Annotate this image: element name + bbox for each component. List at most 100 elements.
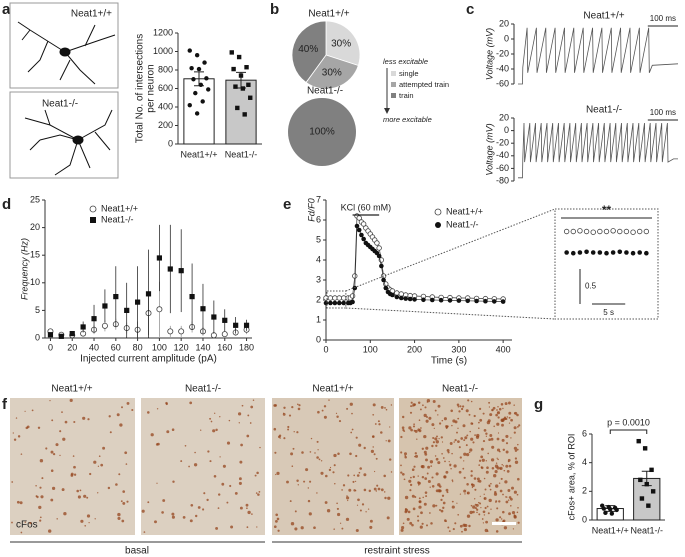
marker xyxy=(332,300,338,306)
marker xyxy=(421,297,426,303)
stain-dot xyxy=(514,460,519,464)
panel-label: c xyxy=(466,1,474,18)
stain-dot xyxy=(124,451,128,455)
stain-dot xyxy=(316,492,318,494)
stain-dot xyxy=(301,451,304,454)
stain-dot xyxy=(358,471,361,474)
stain-dot xyxy=(413,423,415,426)
stain-dot xyxy=(107,486,111,490)
stain-dot xyxy=(462,424,466,428)
pie-title: Neat1+/+ xyxy=(308,9,349,20)
stain-dot xyxy=(441,494,445,497)
stain-dot xyxy=(259,446,261,449)
histology-images xyxy=(10,398,522,535)
stain-dot xyxy=(61,411,63,413)
y-tick-label: 0 xyxy=(35,332,40,342)
panel-label: f xyxy=(2,396,8,413)
stain-dot xyxy=(388,458,392,461)
pie-slice xyxy=(288,98,356,166)
marker xyxy=(361,236,366,242)
stain-dot xyxy=(423,434,427,439)
stain-dot xyxy=(347,474,350,477)
stain-dot xyxy=(476,477,480,481)
y-tick-label: 10 xyxy=(30,277,40,287)
marker xyxy=(167,266,173,272)
stain-dot xyxy=(460,407,464,411)
stain-dot xyxy=(414,452,417,455)
stain-dot xyxy=(469,448,473,452)
stain-dot xyxy=(209,417,212,420)
stain-dot xyxy=(425,446,429,450)
stain-dot xyxy=(420,511,423,515)
stain-label: cFos xyxy=(16,520,38,531)
stain-dot xyxy=(194,514,198,518)
stain-dot xyxy=(493,425,496,428)
stain-dot xyxy=(305,468,309,472)
y-axis-label: Voltage (mV) xyxy=(484,28,494,80)
image-label: Neat1+/+ xyxy=(312,384,353,395)
stain-dot xyxy=(468,451,471,454)
stain-dot xyxy=(37,426,41,430)
stain-dot xyxy=(51,419,54,422)
stain-dot xyxy=(439,509,441,511)
stain-dot xyxy=(423,450,427,454)
stain-dot xyxy=(401,472,405,476)
y-tick-label: 3 xyxy=(316,274,321,284)
y-tick-label: 15 xyxy=(30,250,40,260)
stain-dot xyxy=(82,416,86,420)
stain-dot xyxy=(421,522,424,525)
stain-dot xyxy=(496,422,500,426)
stain-dot xyxy=(171,512,175,516)
stain-dot xyxy=(472,510,475,514)
stain-dot xyxy=(445,470,449,474)
stain-dot xyxy=(447,451,450,454)
stain-dot xyxy=(461,530,463,533)
stain-dot xyxy=(363,473,367,477)
marker xyxy=(356,227,362,233)
stain-dot xyxy=(421,447,424,450)
stain-dot xyxy=(317,410,320,414)
stain-dot xyxy=(303,480,306,483)
stain-dot xyxy=(93,460,97,464)
stain-dot xyxy=(155,443,159,446)
stain-dot xyxy=(429,460,434,464)
y-tick-label: 600 xyxy=(158,83,173,93)
stain-dot xyxy=(451,452,453,455)
stain-dot xyxy=(274,451,277,454)
stain-dot xyxy=(377,420,380,423)
stain-dot xyxy=(39,459,44,463)
legend-label: train xyxy=(399,91,414,100)
stain-dot xyxy=(438,422,442,425)
stain-dot xyxy=(440,498,443,502)
stain-dot xyxy=(417,475,419,477)
stain-dot xyxy=(468,524,471,528)
stain-dot xyxy=(147,501,150,504)
stain-dot xyxy=(466,434,469,437)
stain-dot xyxy=(473,477,477,480)
stain-dot xyxy=(408,479,412,483)
stain-dot xyxy=(482,510,486,514)
stain-dot xyxy=(470,400,473,403)
stain-dot xyxy=(456,403,460,407)
stain-dot xyxy=(49,399,51,402)
stain-dot xyxy=(336,512,341,517)
stain-dot xyxy=(498,500,501,503)
stain-dot xyxy=(426,472,429,475)
significance: ** xyxy=(602,203,612,217)
stain-dot xyxy=(363,446,366,450)
marker xyxy=(350,299,355,305)
stain-dot xyxy=(221,482,225,486)
stain-dot xyxy=(505,442,509,445)
stain-dot xyxy=(494,470,498,474)
stain-dot xyxy=(325,474,328,478)
neuron-image xyxy=(9,2,119,179)
stain-dot xyxy=(363,488,367,492)
stain-dot xyxy=(414,496,417,498)
stain-dot xyxy=(483,477,486,480)
stain-dot xyxy=(200,429,202,431)
stain-dot xyxy=(478,459,482,462)
stain-dot xyxy=(416,438,418,440)
stain-dot xyxy=(488,406,491,408)
stain-dot xyxy=(383,474,386,478)
image-label: Neat1-/- xyxy=(42,99,78,110)
